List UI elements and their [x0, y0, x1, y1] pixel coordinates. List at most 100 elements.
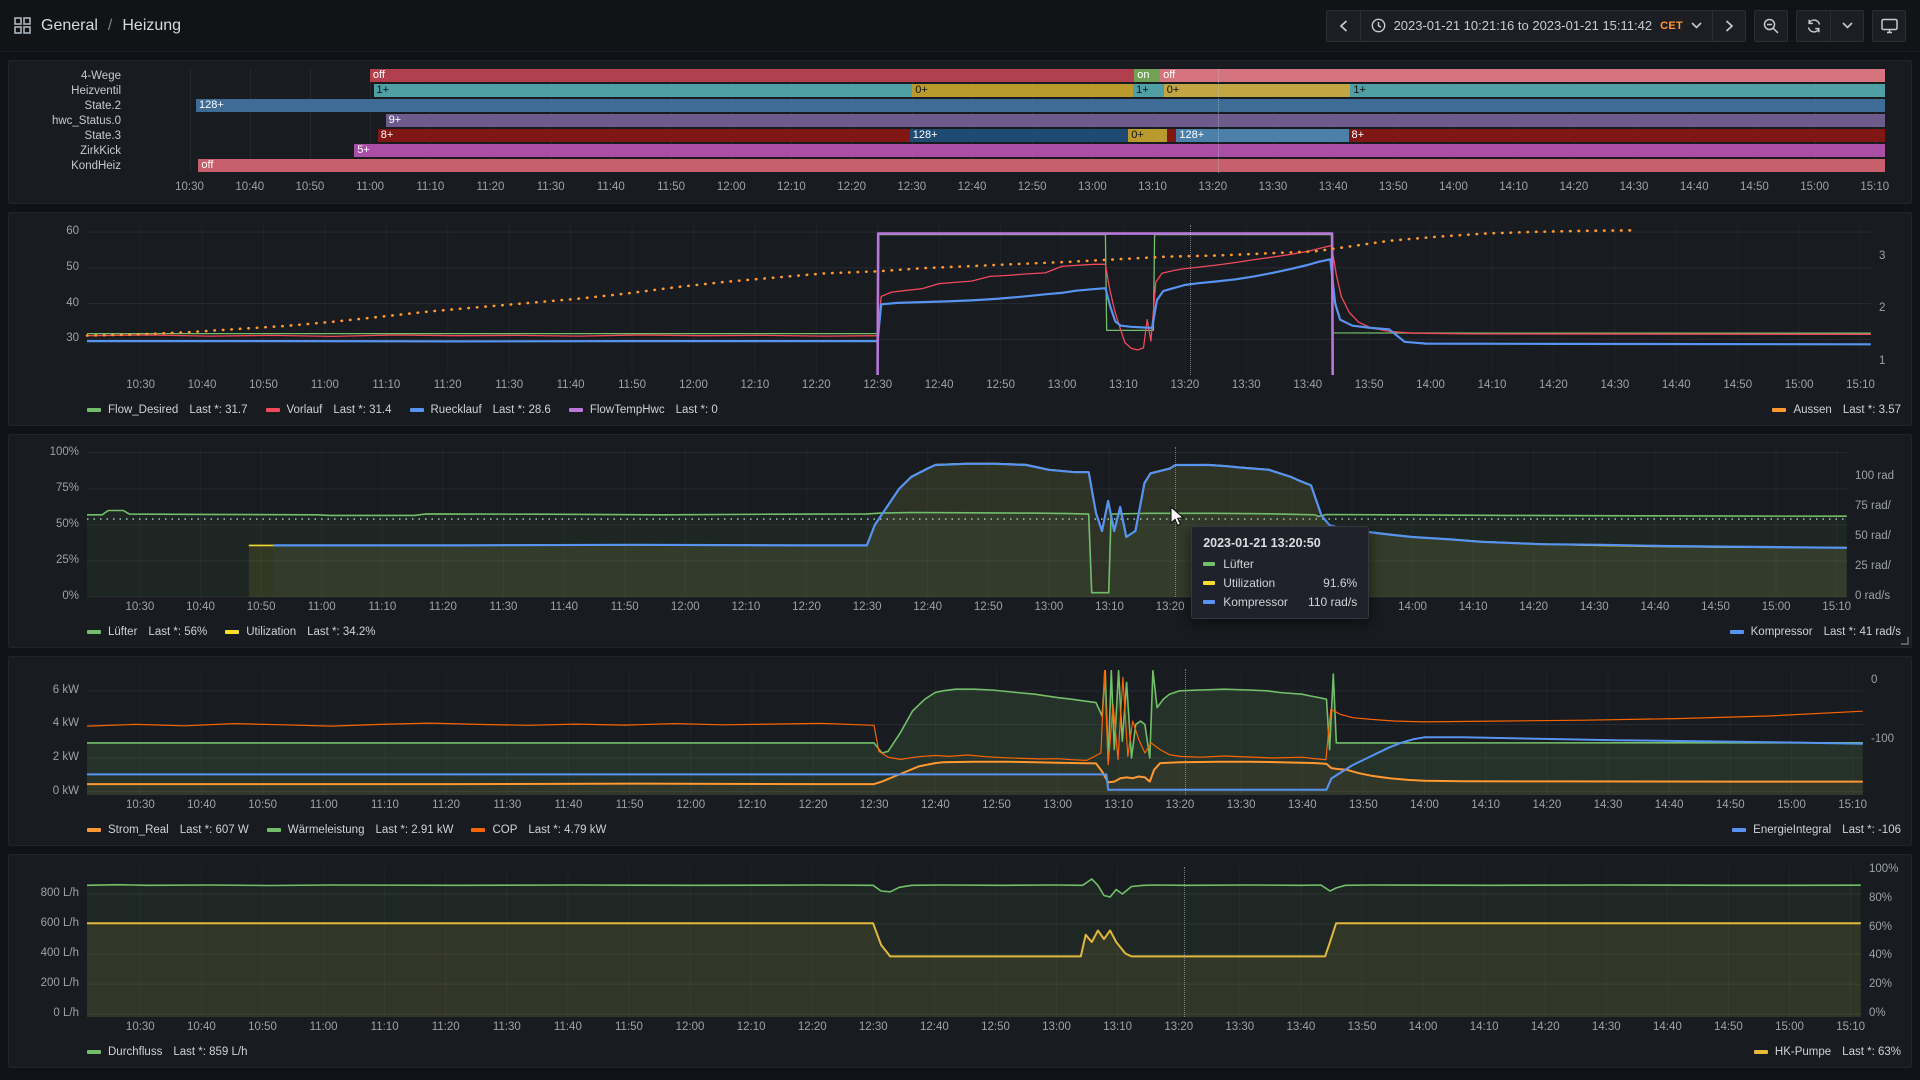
time-range-text: 2023-01-21 10:21:16 to 2023-01-21 15:11:…	[1393, 18, 1653, 33]
legend-item-Ruecklauf[interactable]: Ruecklauf Last *: 28.6	[409, 404, 551, 416]
timeline-segment[interactable]: 128+	[909, 129, 1129, 142]
timeline-segment[interactable]: 0+	[912, 84, 1134, 97]
x-tick-label: 13:10	[1109, 379, 1138, 391]
timeline-segment[interactable]: off	[369, 69, 1135, 82]
x-tick-label: 14:40	[1679, 181, 1709, 193]
x-tick-label: 13:30	[1231, 379, 1261, 391]
clock-icon	[1371, 18, 1385, 33]
legend-item-Utilization[interactable]: Utilization Last *: 34.2%	[225, 626, 376, 638]
x-tick-label: 12:40	[957, 181, 987, 193]
timeline-segment[interactable]: 1+	[1350, 84, 1885, 97]
timeline-segment[interactable]: on	[1134, 69, 1161, 82]
x-tick-label: 12:20	[801, 379, 831, 391]
x-tick-label: 12:20	[798, 799, 828, 811]
x-tick-label: 13:40	[1286, 1021, 1316, 1033]
plot-area-power-cop-energy[interactable]	[86, 669, 1863, 795]
x-tick-label: 10:40	[187, 1021, 216, 1033]
x-tick-label: 11:00	[309, 1021, 338, 1033]
x-tick-label: 14:50	[1714, 1021, 1743, 1033]
refresh-button[interactable]	[1796, 9, 1830, 42]
series-line-Ruecklauf	[87, 258, 1871, 346]
timeline-segment[interactable]: 9+	[385, 114, 1885, 127]
x-tick-label: 14:00	[1410, 799, 1439, 811]
y-tick-label: 4 kW	[52, 717, 79, 730]
x-tick-label: 14:30	[1619, 181, 1649, 193]
timeline-segment[interactable]: off	[1160, 69, 1885, 82]
legend-item-Lüfter[interactable]: Lüfter Last *: 56%	[87, 626, 207, 638]
timeline-row-label: Heizventil	[71, 85, 121, 97]
x-axis-power-cop-energy: 10:30 10:40 10:50 11:00 11:10 11:20 11:30 11:40…	[87, 799, 1867, 817]
x-tick-label: 13:50	[1349, 799, 1378, 811]
timeline-segment[interactable]: 0+	[1128, 129, 1167, 142]
legend-item-Vorlauf[interactable]: Vorlauf Last *: 31.4	[265, 404, 392, 416]
legend-item-HK-Pumpe[interactable]: HK-Pumpe Last *: 63%	[1753, 1046, 1901, 1058]
refresh-interval-dropdown[interactable]	[1830, 9, 1864, 42]
x-tick-label: 12:40	[919, 1021, 949, 1033]
plot-area-temperatures[interactable]	[85, 225, 1871, 376]
x-tick-label: 10:50	[249, 379, 278, 391]
y-tick-label: 80%	[1869, 891, 1893, 904]
kiosk-mode-button[interactable]	[1872, 9, 1906, 42]
plot-area-fan-utilization-compressor[interactable]	[87, 447, 1847, 598]
legend-item-COP[interactable]: COP Last *: 4.79 kW	[471, 824, 606, 836]
panel-resize-handle[interactable]	[1901, 637, 1909, 645]
timeline-segment[interactable]	[1166, 129, 1177, 142]
y-tick-label: 50	[66, 260, 79, 273]
x-tick-label: 13:10	[1095, 601, 1124, 613]
legend-last-value: Last *: 3.57	[1842, 404, 1901, 416]
timeline-segment[interactable]: off	[198, 159, 1885, 172]
panel-power-cop-energy: 10:30 10:40 10:50 11:00 11:10 11:20 11:30 11:40…	[8, 656, 1912, 846]
zoom-out-button[interactable]	[1754, 9, 1788, 42]
legend-last-value: Last *: 63%	[1842, 1046, 1901, 1058]
timeline-segment[interactable]: 8+	[377, 129, 910, 142]
mouse-cursor	[1170, 506, 1185, 527]
plot-area-flow-pump[interactable]	[86, 867, 1861, 1017]
legend-item-Durchfluss[interactable]: Durchfluss Last *: 859 L/h	[87, 1046, 248, 1058]
legend-item-Strom_Real[interactable]: Strom_Real Last *: 607 W	[87, 824, 249, 836]
timeline-segment[interactable]: 128+	[1176, 129, 1349, 142]
top-nav: General / Heizung 2023-01-21 10:21:16 to…	[0, 0, 1920, 52]
legend-item-FlowTempHwc[interactable]: FlowTempHwc Last *: 0	[568, 404, 718, 416]
breadcrumb-page[interactable]: Heizung	[122, 16, 182, 34]
series-fill-Utilization	[248, 463, 1847, 597]
x-tick-label: 14:00	[1439, 181, 1468, 193]
legend-swatch	[471, 828, 486, 832]
legend-series-name: Kompressor	[1750, 626, 1813, 638]
legend-item-Kompressor[interactable]: Kompressor Last *: 41 rad/s	[1729, 626, 1901, 638]
series-fill-HK-Pumpe	[87, 923, 1861, 1017]
x-tick-label: 11:10	[370, 1021, 399, 1033]
apps-grid-icon[interactable]	[14, 17, 31, 34]
legend-series-name: FlowTempHwc	[589, 404, 665, 416]
timeline-segment[interactable]: 8+	[1348, 129, 1885, 142]
y-tick-label: 600 L/h	[40, 917, 79, 930]
chevron-down-icon	[1841, 22, 1853, 29]
y-tick-label: 0	[1871, 674, 1878, 687]
x-tick-label: 12:30	[859, 799, 889, 811]
x-tick-label: 15:00	[1777, 799, 1806, 811]
legend-item-Wärmeleistung[interactable]: Wärmeleistung Last *: 2.91 kW	[266, 824, 453, 836]
timeline-segment[interactable]: 128+	[195, 99, 1885, 112]
tooltip-series-name: Utilization	[1223, 576, 1276, 590]
time-shift-forward-button[interactable]	[1712, 9, 1746, 42]
legend-series-name: Ruecklauf	[430, 404, 482, 416]
x-tick-label: 13:00	[1077, 181, 1107, 193]
series-line-COP	[86, 670, 1863, 766]
legend-item-EnergieIntegral[interactable]: EnergieIntegral Last *: -106	[1732, 824, 1901, 836]
legend-item-Aussen[interactable]: Aussen Last *: 3.57	[1772, 404, 1901, 416]
time-range-picker[interactable]: 2023-01-21 10:21:16 to 2023-01-21 15:11:…	[1359, 9, 1712, 42]
series-line-Kompressor	[273, 462, 1847, 549]
timeline-segment[interactable]: 1+	[1133, 84, 1164, 97]
timeline-segment[interactable]: 5+	[354, 144, 1885, 157]
chart-svg-fan-utilization-compressor	[87, 447, 1847, 598]
timeline-row-label: State.3	[84, 130, 121, 142]
legend-item-Flow_Desired[interactable]: Flow_Desired Last *: 31.7	[87, 404, 248, 416]
time-shift-back-button[interactable]	[1325, 9, 1360, 42]
timeline-segment[interactable]: 0+	[1163, 84, 1351, 97]
timeline-segment[interactable]: 1+	[373, 84, 913, 97]
x-tick-label: 12:00	[716, 181, 746, 193]
series-line-Strom_Real	[87, 760, 1863, 786]
y-tick-label: -100	[1871, 733, 1895, 746]
tooltip-series-value: 91.6%	[1323, 576, 1358, 590]
x-tick-label: 12:50	[986, 379, 1015, 391]
breadcrumb-section[interactable]: General	[41, 16, 98, 34]
